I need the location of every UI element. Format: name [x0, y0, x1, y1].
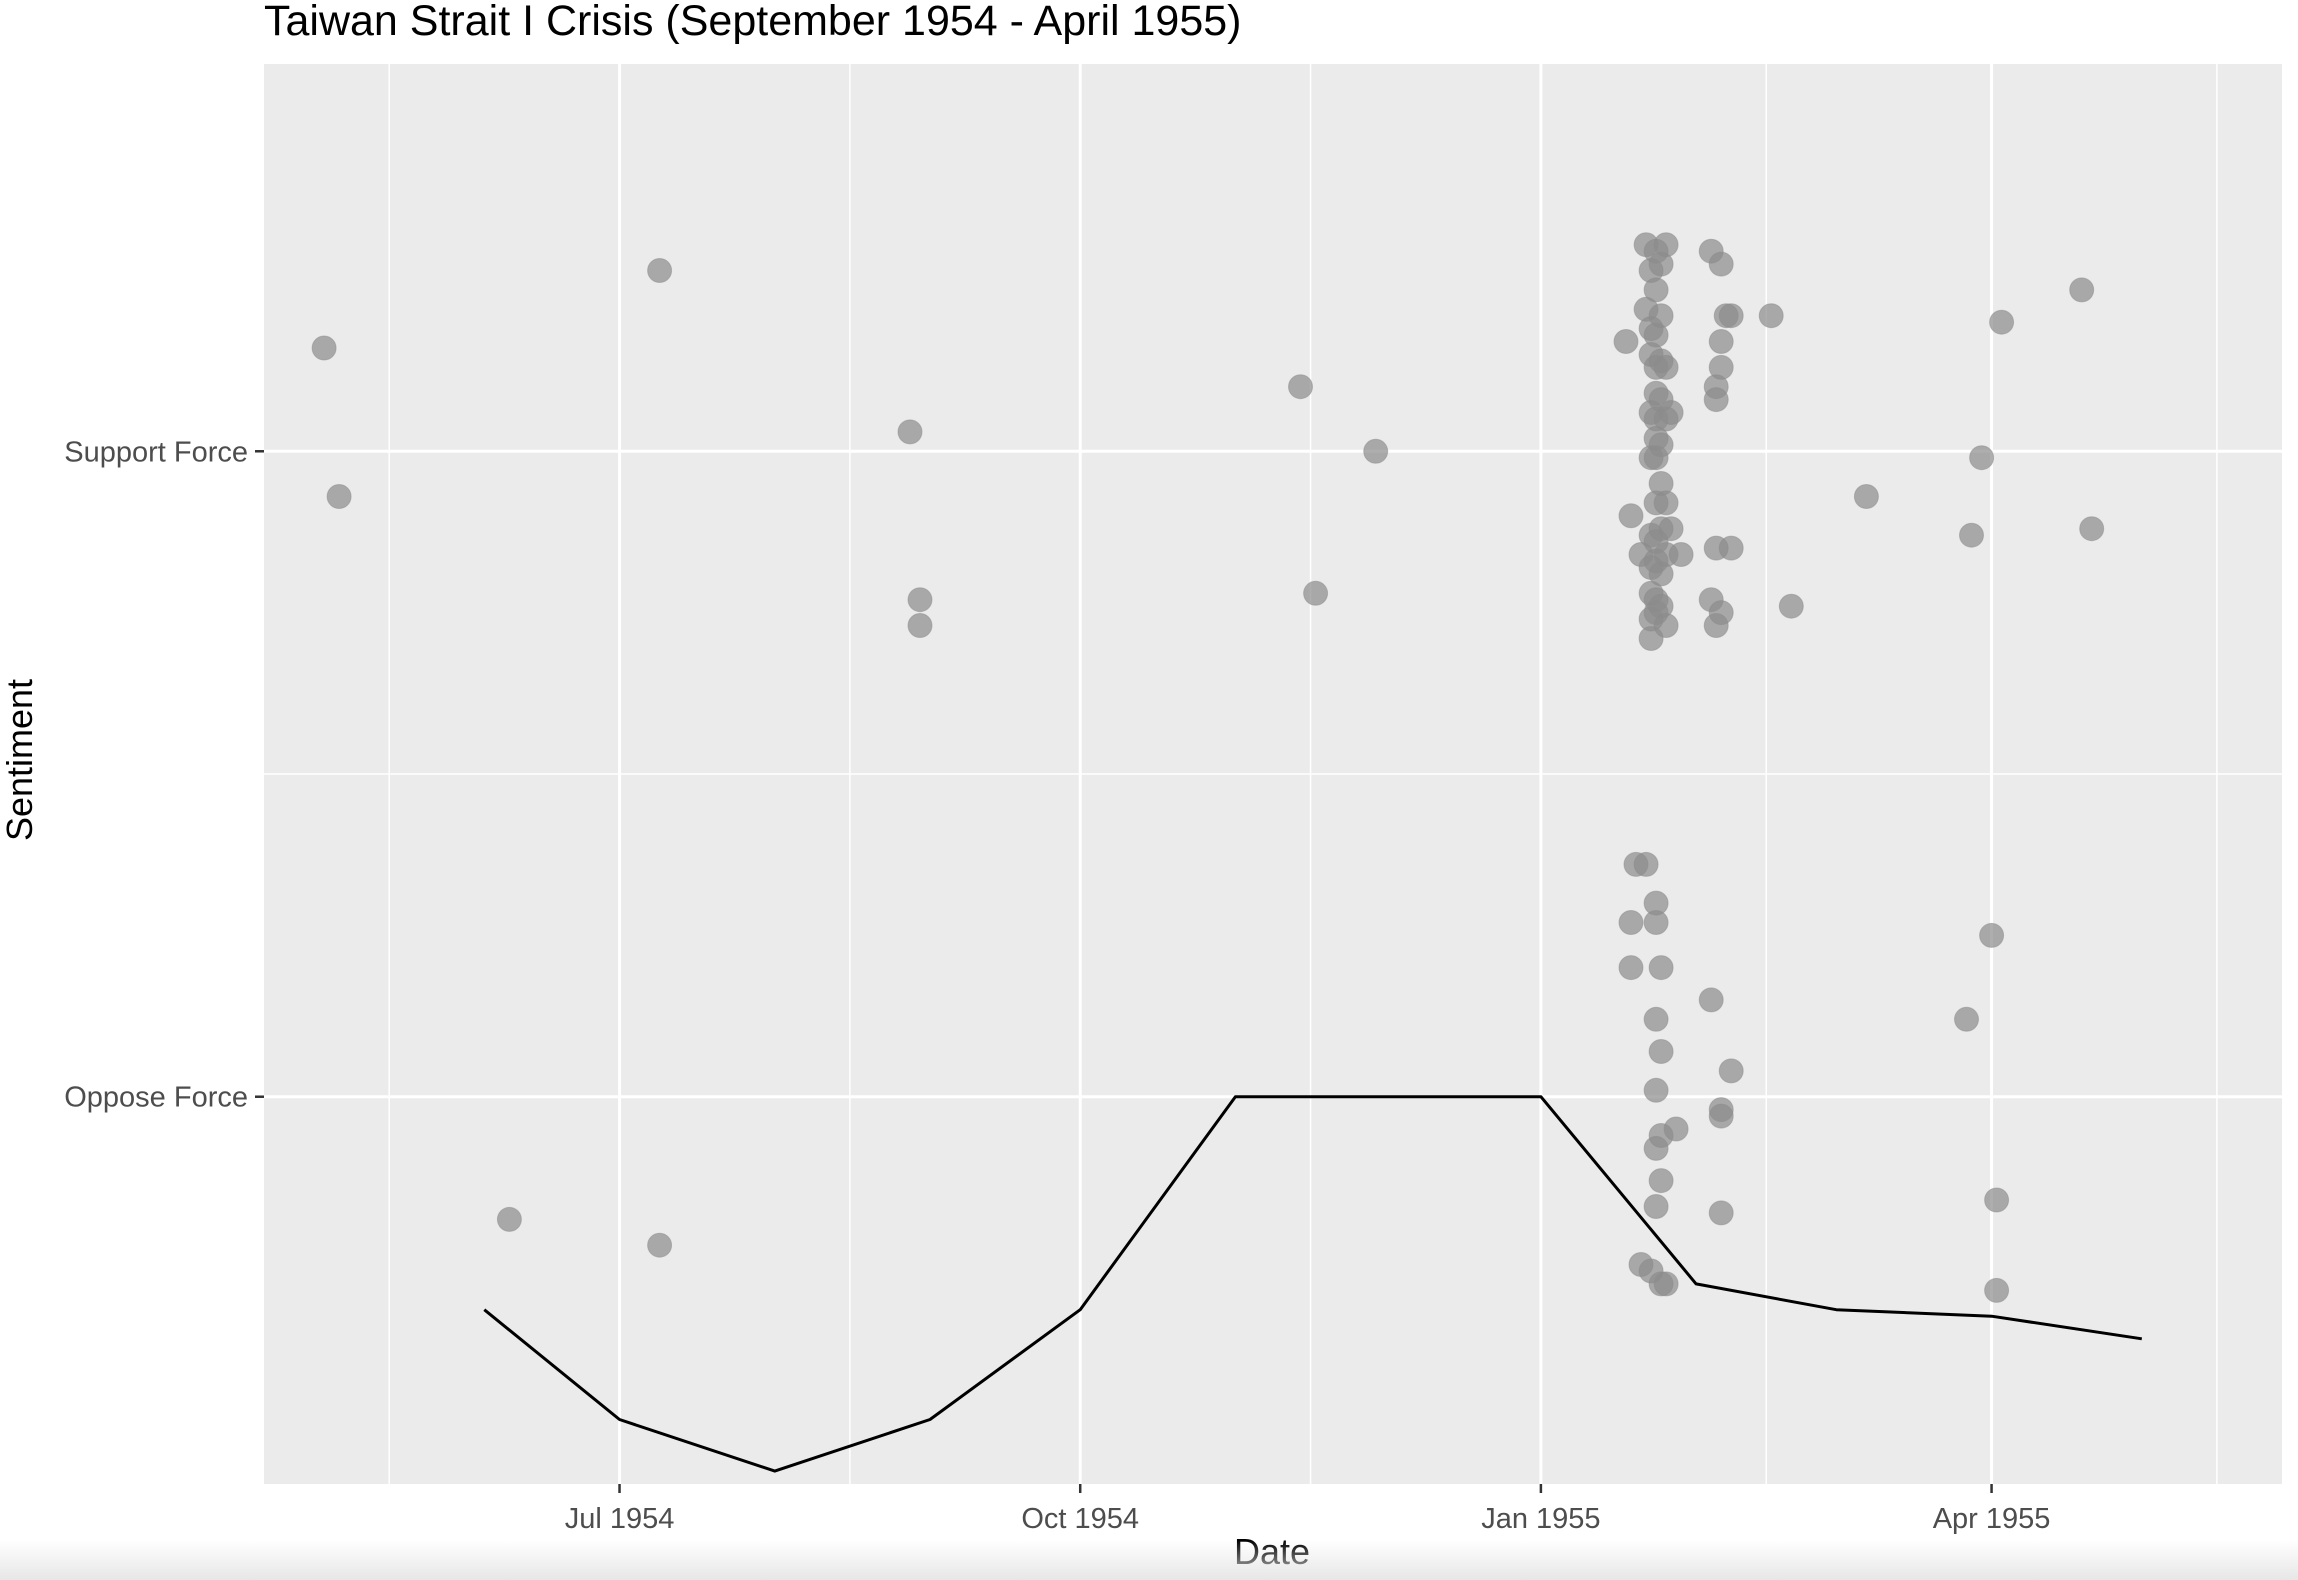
data-point — [907, 587, 933, 613]
bottom-fade — [0, 1540, 2298, 1580]
data-point — [1708, 1103, 1734, 1129]
data-point — [1618, 503, 1644, 529]
data-point — [1718, 535, 1744, 561]
data-point — [1658, 516, 1684, 542]
data-point — [1718, 303, 1744, 329]
x-tick-label: Apr 1955 — [1933, 1503, 2051, 1535]
data-point — [1618, 910, 1644, 935]
data-point — [1648, 955, 1674, 981]
data-point — [1708, 1200, 1734, 1226]
data-point — [1633, 851, 1659, 877]
data-point — [1643, 1006, 1669, 1032]
data-point — [907, 613, 933, 638]
y-tick-label: Oppose Force — [64, 1082, 248, 1114]
data-point — [1653, 613, 1679, 638]
x-tick-label: Jan 1955 — [1481, 1503, 1600, 1535]
data-point — [1643, 1194, 1669, 1219]
data-point — [1708, 600, 1734, 626]
data-point — [1648, 1039, 1674, 1064]
data-point — [496, 1206, 522, 1232]
data-point — [326, 484, 352, 509]
data-point — [1303, 580, 1329, 606]
y-axis-title: Sentiment — [0, 679, 40, 841]
data-point — [2069, 277, 2095, 303]
data-point — [1954, 1006, 1979, 1032]
data-point — [1648, 432, 1674, 458]
data-point — [2079, 516, 2105, 542]
minor-gridlines — [264, 64, 2282, 1484]
data-point — [647, 1232, 673, 1258]
data-point — [1643, 1077, 1669, 1103]
data-point — [1653, 1271, 1679, 1297]
trend-line-layer — [483, 1095, 2143, 1473]
chart-title: Taiwan Strait I Crisis (September 1954 -… — [264, 0, 1241, 45]
data-point — [1969, 445, 1995, 471]
data-point — [1613, 329, 1639, 354]
data-point — [1718, 1058, 1744, 1084]
data-point — [1708, 354, 1734, 380]
data-point — [1288, 374, 1313, 400]
data-point — [1648, 303, 1674, 329]
data-point — [1708, 329, 1734, 354]
scatter-points-layer — [311, 232, 2105, 1303]
data-point — [1663, 1116, 1689, 1142]
data-point — [1758, 303, 1784, 329]
data-point — [1643, 277, 1669, 303]
data-point — [1853, 484, 1879, 509]
data-point — [1959, 522, 1984, 548]
trend-line — [483, 1095, 2143, 1473]
data-point — [1698, 987, 1724, 1013]
data-point — [1643, 890, 1669, 916]
data-point — [1778, 593, 1804, 619]
data-point — [897, 419, 923, 445]
data-point — [311, 335, 337, 361]
axes-layer: Jul 1954 Oct 1954 Jan 1955 Apr 1955 Oppose F… — [64, 436, 2050, 1535]
data-point — [1984, 1277, 2010, 1303]
data-point — [1979, 922, 2005, 948]
data-point — [1989, 309, 2015, 335]
data-point — [1618, 955, 1644, 981]
data-point — [1703, 387, 1729, 413]
data-point — [1653, 232, 1679, 258]
data-point — [1363, 438, 1389, 464]
y-tick-label: Support Force — [64, 436, 248, 468]
x-tick-label: Oct 1954 — [1021, 1503, 1139, 1535]
data-point — [1658, 400, 1684, 425]
x-tick-label: Jul 1954 — [565, 1503, 675, 1535]
data-point — [647, 258, 673, 283]
data-point — [1668, 542, 1694, 567]
data-point — [1648, 1168, 1674, 1194]
data-point — [1653, 490, 1679, 516]
data-point — [1653, 354, 1679, 380]
data-point — [1984, 1187, 2010, 1213]
data-point — [1708, 251, 1734, 277]
